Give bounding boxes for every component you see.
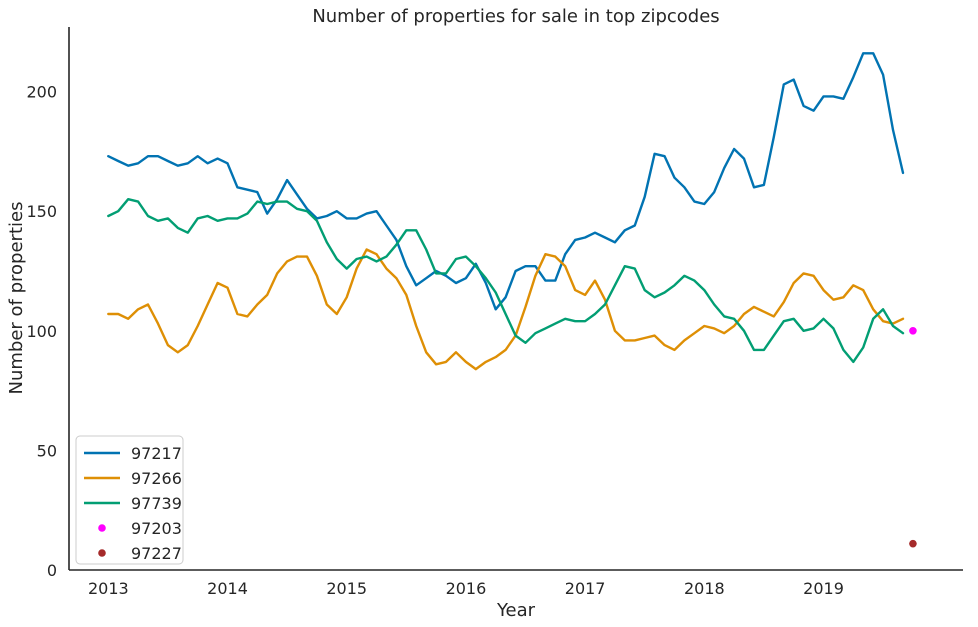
y-tick-label: 200 — [26, 83, 57, 102]
legend-items: 97217 97266 97739 97203 97227 — [84, 444, 182, 563]
legend: 97217 97266 97739 97203 97227 — [75, 435, 184, 565]
legend-label-97203: 97203 — [131, 519, 182, 538]
chart-title: Number of properties for sale in top zip… — [312, 6, 719, 27]
y-tick-label: 50 — [37, 441, 57, 460]
x-tick-labels: 2013 2014 2015 2016 2017 2018 2019 — [88, 579, 844, 598]
y-tick-label: 0 — [47, 561, 57, 580]
y-tick-label: 150 — [26, 202, 57, 221]
series-line-97217 — [107, 52, 905, 311]
legend-swatch-97203 — [98, 524, 106, 532]
x-tick-label: 2018 — [684, 579, 725, 598]
x-axis-title: Year — [496, 600, 536, 621]
x-tick-label: 2017 — [565, 579, 606, 598]
x-tick-label: 2016 — [446, 579, 487, 598]
x-tick-label: 2013 — [88, 579, 129, 598]
series-line-97266 — [107, 248, 905, 371]
x-tick-label: 2015 — [326, 579, 367, 598]
x-tick-label: 2019 — [803, 579, 844, 598]
legend-label-97739: 97739 — [131, 494, 182, 513]
series-layer — [107, 52, 917, 548]
series-line-97739 — [107, 198, 905, 364]
x-tick-label: 2014 — [207, 579, 248, 598]
legend-label-97217: 97217 — [131, 444, 182, 463]
legend-label-97266: 97266 — [131, 469, 182, 488]
y-tick-labels: 0 50 100 150 200 — [26, 83, 57, 580]
series-point-97203 — [909, 326, 917, 335]
legend-swatch-97227 — [98, 549, 106, 557]
y-axis-title: Number of properties — [6, 202, 27, 395]
series-point-97227 — [909, 539, 917, 548]
y-tick-label: 100 — [26, 322, 57, 341]
legend-frame — [75, 435, 184, 565]
legend-label-97227: 97227 — [131, 544, 182, 563]
